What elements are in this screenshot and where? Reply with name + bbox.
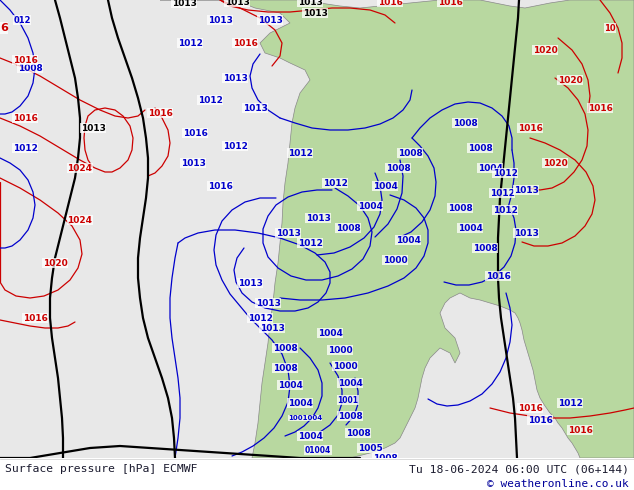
Text: 1012: 1012 [178, 39, 202, 48]
Polygon shape [160, 0, 634, 458]
Text: 1012: 1012 [198, 96, 223, 104]
Text: 1004: 1004 [458, 223, 482, 232]
Text: 1016: 1016 [486, 271, 510, 280]
Text: 1020: 1020 [533, 46, 557, 54]
Text: 1000: 1000 [333, 362, 358, 370]
Text: 1008: 1008 [472, 244, 498, 252]
Text: 1004: 1004 [373, 181, 398, 191]
Text: 1013: 1013 [243, 103, 268, 113]
Text: 1008: 1008 [448, 203, 472, 213]
Text: 1013: 1013 [276, 228, 301, 238]
Text: 1016: 1016 [527, 416, 552, 424]
Text: 1008: 1008 [273, 364, 297, 372]
Text: 1013: 1013 [257, 16, 282, 24]
Text: 1013: 1013 [223, 74, 247, 82]
Text: 1008: 1008 [385, 164, 410, 172]
Text: 1012: 1012 [297, 239, 323, 247]
Text: 1004: 1004 [288, 398, 313, 408]
Text: 1016: 1016 [517, 123, 543, 132]
Text: 1024: 1024 [67, 164, 93, 172]
Text: 1001004: 1001004 [288, 415, 322, 421]
Text: 1013: 1013 [306, 214, 330, 222]
Text: 1016: 1016 [567, 425, 592, 435]
Text: 1016: 1016 [148, 108, 172, 118]
Text: 1013: 1013 [224, 0, 249, 6]
Text: 1008: 1008 [335, 223, 360, 232]
Text: 1012: 1012 [489, 189, 514, 197]
Text: 01004: 01004 [305, 445, 331, 455]
Text: 1004: 1004 [297, 432, 323, 441]
Text: 1016: 1016 [13, 55, 37, 65]
Text: 1013: 1013 [238, 278, 262, 288]
Text: Tu 18-06-2024 06:00 UTC (06+144): Tu 18-06-2024 06:00 UTC (06+144) [409, 464, 629, 474]
Text: 1016: 1016 [517, 403, 543, 413]
Text: 1000: 1000 [328, 345, 353, 354]
Text: 1008: 1008 [346, 428, 370, 438]
Text: 1004: 1004 [358, 201, 382, 211]
Text: 1005: 1005 [358, 443, 382, 452]
Text: 1008: 1008 [373, 454, 398, 463]
Text: 1008: 1008 [18, 64, 42, 73]
Text: 1001: 1001 [337, 395, 358, 405]
Text: 1016: 1016 [437, 0, 462, 6]
Text: 1016: 1016 [183, 128, 207, 138]
Text: 1004: 1004 [278, 381, 302, 390]
Text: 1013: 1013 [256, 298, 280, 308]
Text: 1013: 1013 [207, 16, 233, 24]
Text: 1012: 1012 [557, 398, 583, 408]
Text: 1008: 1008 [338, 412, 363, 420]
Text: 1004: 1004 [337, 378, 363, 388]
Text: 1016: 1016 [207, 181, 233, 191]
Text: 1000: 1000 [383, 255, 407, 265]
Text: 1013: 1013 [81, 123, 105, 132]
Text: 1013: 1013 [302, 8, 327, 18]
Text: 1020: 1020 [42, 259, 67, 268]
Text: 1012: 1012 [288, 148, 313, 157]
Text: 1008: 1008 [453, 119, 477, 127]
Text: 1012: 1012 [493, 169, 517, 177]
Text: 10: 10 [604, 24, 616, 32]
Text: 012: 012 [13, 16, 31, 24]
Text: Surface pressure [hPa] ECMWF: Surface pressure [hPa] ECMWF [5, 464, 198, 474]
Text: 1016: 1016 [588, 103, 612, 113]
Text: 1016: 1016 [233, 39, 257, 48]
Text: 1020: 1020 [543, 158, 567, 168]
Text: 1004: 1004 [318, 328, 342, 338]
Text: 1013: 1013 [514, 186, 538, 195]
Text: 1012: 1012 [493, 205, 517, 215]
Text: 1008: 1008 [273, 343, 297, 352]
Text: 1012: 1012 [13, 144, 37, 152]
Text: 1013: 1013 [172, 0, 197, 7]
Text: 1024: 1024 [67, 216, 93, 224]
Text: © weatheronline.co.uk: © weatheronline.co.uk [488, 479, 629, 489]
Text: 1013: 1013 [181, 158, 205, 168]
Text: 6: 6 [0, 23, 8, 33]
Text: 1016: 1016 [23, 314, 48, 322]
Text: 1016: 1016 [378, 0, 403, 6]
Text: 1012: 1012 [323, 178, 347, 188]
Text: 1008: 1008 [468, 144, 493, 152]
Text: 1013: 1013 [297, 0, 323, 6]
Text: 1016: 1016 [13, 114, 37, 122]
Text: 1012: 1012 [223, 142, 247, 150]
Text: 1004: 1004 [396, 236, 420, 245]
Text: 1004: 1004 [477, 164, 502, 172]
Text: 1013: 1013 [514, 228, 538, 238]
Text: 1013: 1013 [259, 323, 285, 333]
Text: 1012: 1012 [247, 314, 273, 322]
Text: 1008: 1008 [398, 148, 422, 157]
Text: 1020: 1020 [558, 75, 583, 84]
